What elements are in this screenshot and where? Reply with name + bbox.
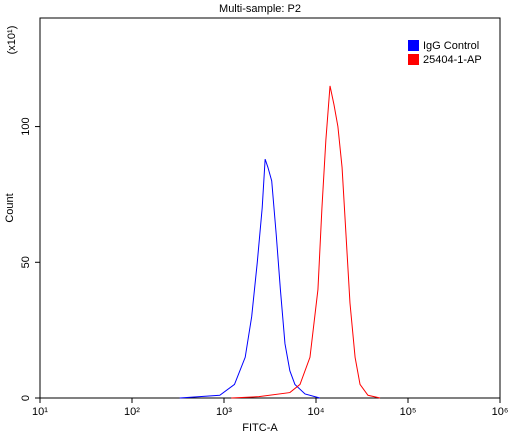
histogram-line <box>179 158 320 399</box>
legend-swatch <box>408 54 419 65</box>
x-tick-label: 10³ <box>216 406 232 418</box>
y-tick-label: 100 <box>20 117 32 135</box>
x-tick-label: 10² <box>124 406 140 418</box>
legend-label: 25404-1-AP <box>423 54 482 66</box>
x-tick-label: 10⁵ <box>400 406 417 418</box>
y-tick-label: 50 <box>20 256 32 268</box>
x-tick-label: 10⁴ <box>308 406 325 418</box>
y-axis-label: Count <box>4 193 16 222</box>
x-tick-label: 10¹ <box>32 406 48 418</box>
legend-label: IgG Control <box>423 40 479 52</box>
plot-frame <box>39 17 501 399</box>
x-tick-label: 10⁶ <box>492 406 509 418</box>
chart-title: Multi-sample: P2 <box>219 3 301 15</box>
legend-swatch <box>408 40 419 51</box>
y-multiplier: (x10¹) <box>6 26 18 55</box>
y-tick-label: 0 <box>20 395 32 401</box>
x-axis-label: FITC-A <box>242 422 278 434</box>
histogram-line <box>231 85 381 399</box>
